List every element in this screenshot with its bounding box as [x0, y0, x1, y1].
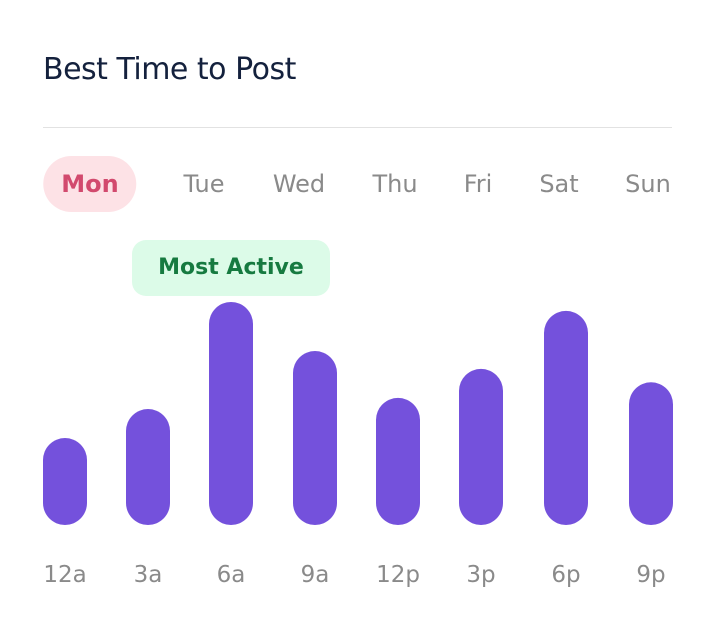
day-tab-thu[interactable]: Thu [372, 170, 418, 198]
bar-9a [293, 351, 337, 525]
card-title: Best Time to Post [43, 52, 296, 87]
day-tab-wed[interactable]: Wed [272, 170, 326, 198]
divider [43, 127, 672, 128]
day-tab-mon[interactable]: Mon [43, 156, 137, 212]
x-tick-label: 12p [376, 562, 420, 588]
day-tab-tue[interactable]: Tue [183, 170, 225, 198]
x-tick-label: 6p [551, 562, 581, 588]
day-tab-sun[interactable]: Sun [625, 170, 671, 198]
most-active-badge: Most Active [132, 240, 330, 296]
bar-12a [43, 438, 87, 525]
x-tick-label: 9a [300, 562, 330, 588]
bar-9p [629, 382, 673, 525]
bar-3a [126, 409, 170, 525]
x-tick-label: 3a [133, 562, 163, 588]
day-tab-fri[interactable]: Fri [463, 170, 493, 198]
x-tick-label: 9p [636, 562, 666, 588]
day-tab-sat[interactable]: Sat [539, 170, 579, 198]
bar-6a [209, 302, 253, 525]
bar-3p [459, 368, 503, 525]
day-selector: Mon Tue Wed Thu Fri Sat Sun [0, 156, 715, 212]
bar-12p [376, 397, 420, 525]
bar-6p [544, 310, 588, 525]
x-tick-label: 3p [466, 562, 496, 588]
x-tick-label: 12a [43, 562, 87, 588]
x-tick-label: 6a [216, 562, 246, 588]
